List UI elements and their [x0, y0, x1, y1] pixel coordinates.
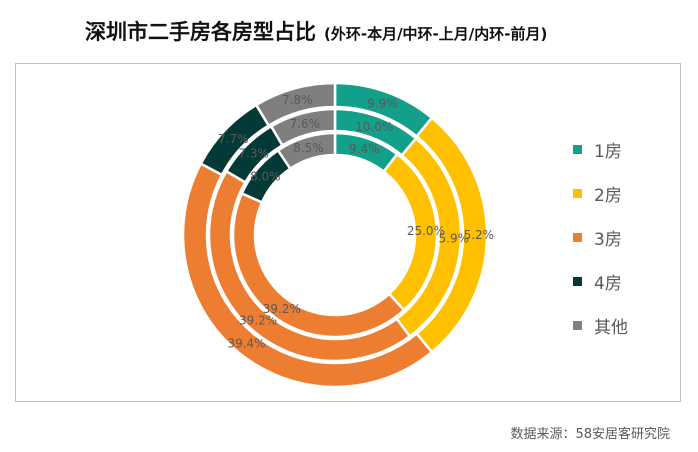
label-middle-other: 7.6%	[290, 117, 321, 131]
data-source: 数据来源：58安居客研究院	[510, 427, 670, 442]
slice-inner-other	[276, 131, 337, 171]
legend-label-3room: 3房	[594, 229, 622, 250]
legend-label-4room: 4房	[594, 273, 622, 294]
legend-swatch-3room	[573, 232, 582, 242]
legend-item-other: 其他	[573, 303, 628, 347]
label-inner-1room: 9.4%	[349, 142, 380, 156]
legend-item-2room: 2房	[573, 171, 628, 215]
legend-item-4room: 4房	[573, 259, 628, 303]
label-middle-1room: 10.0%	[355, 120, 393, 134]
label-middle-4room: 7.3%	[238, 147, 269, 161]
chart-title: 深圳市二手房各房型占比	[85, 20, 316, 44]
label-outer-2room: 25.2%	[456, 228, 494, 242]
slice-outer-other	[254, 81, 337, 128]
label-inner-other: 8.5%	[293, 141, 324, 155]
label-outer-4room: 7.7%	[218, 132, 249, 146]
legend-swatch-2room	[573, 188, 582, 198]
legend-item-3room: 3房	[573, 215, 628, 259]
legend-label-1room: 1房	[594, 141, 622, 162]
label-inner-3room: 39.2%	[263, 302, 301, 316]
label-middle-3room: 39.2%	[239, 313, 277, 327]
chart-subtitle: (外环-本月/中环-上月/内环-前月)	[324, 25, 548, 43]
legend-swatch-other	[573, 320, 582, 330]
label-middle-2room: 25.9%	[431, 232, 469, 246]
label-outer-1room: 9.9%	[367, 96, 398, 110]
legend-label-2room: 2房	[594, 185, 622, 206]
chart-frame	[15, 63, 681, 402]
legend: 1房 2房 3房 4房 其他	[573, 127, 628, 347]
legend-label-other: 其他	[594, 317, 628, 338]
label-inner-2room: 25.0%	[407, 224, 445, 238]
legend-swatch-1room	[573, 144, 582, 154]
legend-swatch-4room	[573, 276, 582, 286]
label-outer-3room: 39.4%	[227, 336, 265, 350]
label-outer-other: 7.8%	[282, 93, 313, 107]
legend-item-1room: 1房	[573, 127, 628, 171]
chart-title-row: 深圳市二手房各房型占比 (外环-本月/中环-上月/内环-前月)	[85, 16, 547, 46]
slice-middle-other	[269, 107, 337, 148]
label-inner-4room: 8.0%	[250, 169, 281, 183]
